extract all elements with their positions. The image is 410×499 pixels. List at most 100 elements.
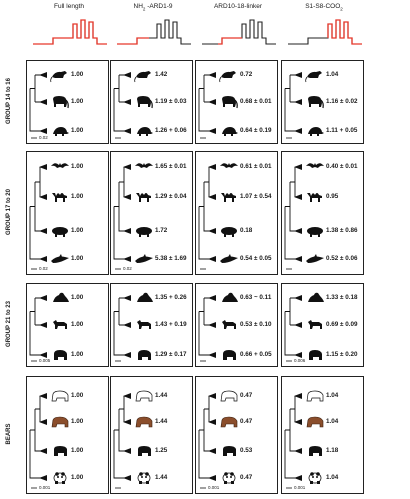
phylogenetic-tree — [198, 163, 238, 270]
tree-branches — [198, 166, 216, 260]
clade-triangle — [39, 295, 47, 301]
expression-value: 1.00 — [71, 447, 84, 454]
clade-triangle — [123, 194, 131, 200]
panda-icon — [137, 472, 151, 484]
clade-triangle — [123, 128, 131, 134]
tree-branches — [284, 166, 302, 260]
armadillo-icon — [308, 127, 324, 136]
bat-icon — [135, 163, 153, 168]
seal-icon — [53, 292, 69, 302]
polar-bear-icon — [306, 390, 324, 402]
bat-icon — [306, 163, 324, 168]
expression-value: 1.44 — [155, 418, 168, 425]
brown-bear-icon — [220, 416, 238, 428]
clade-triangle — [208, 228, 216, 234]
expression-value: 1.00 — [71, 474, 84, 481]
dog-icon — [53, 320, 67, 329]
phylogenetic-tree — [284, 292, 324, 362]
expression-value: 1.00 — [71, 71, 84, 78]
expression-value: 1.19 ± 0.03 — [155, 98, 187, 105]
column-header-text: S1-S8-COO — [305, 3, 341, 10]
pig-icon — [307, 227, 323, 237]
tree-branches — [198, 395, 216, 479]
expression-value: 0.72 — [240, 71, 253, 78]
column-header-subscript: 2 — [142, 6, 146, 12]
clade-triangle — [294, 475, 302, 481]
tree-panel: 1.42 1.19 ± 0.03 1.26 + 0.06 — [110, 60, 193, 144]
tree-branches — [113, 395, 131, 479]
camel-icon — [221, 193, 236, 202]
expression-value: 0.47 — [240, 474, 253, 481]
tree-panel: 1.04 1.16 ± 0.02 1.11 + 0.05 — [281, 60, 364, 144]
pig-icon — [52, 227, 68, 237]
domain-line — [202, 19, 276, 45]
dolphin-icon — [306, 254, 324, 263]
tree-panel: 1.00 1.00 1.00 1.00 0.02 — [26, 151, 109, 275]
clade-triangle — [208, 128, 216, 134]
expression-value: 1.04 — [326, 392, 339, 399]
scale-label: 0.001 — [39, 485, 51, 490]
tree-panel: 1.04 1.04 1.18 1.04 0.001 — [281, 376, 364, 494]
tree-branches — [29, 395, 47, 479]
clade-triangle — [123, 322, 131, 328]
clade-triangle — [39, 352, 47, 358]
scale-label: 0.02 — [123, 266, 132, 271]
clade-triangle — [208, 322, 216, 328]
expression-value: 1.00 — [71, 351, 84, 358]
domain-line — [117, 19, 191, 45]
bat-icon — [220, 163, 238, 168]
scale-label: 0.005 — [39, 358, 51, 363]
phylogenetic-tree — [198, 292, 238, 362]
bear-icon — [138, 350, 151, 360]
expression-value: 1.00 — [71, 255, 84, 262]
dog-icon — [137, 320, 151, 329]
clade-triangle — [39, 72, 47, 78]
domain-line — [33, 19, 107, 45]
seal-icon — [222, 292, 238, 302]
tree-panel: 0.72 0.68 ± 0.01 0.64 ± 0.19 — [195, 60, 278, 144]
bat-icon — [51, 163, 69, 168]
clade-triangle — [294, 194, 302, 200]
clade-triangle — [123, 393, 131, 399]
clade-triangle — [39, 128, 47, 134]
clade-triangle — [294, 228, 302, 234]
bear-icon — [54, 350, 67, 360]
column-header-subscript: 2 — [340, 6, 343, 12]
expression-value: 0.68 ± 0.01 — [240, 98, 272, 105]
elephant-icon — [137, 96, 153, 109]
clade-triangle — [123, 256, 131, 262]
clade-triangle — [294, 72, 302, 78]
seal-icon — [137, 292, 153, 302]
phylogenetic-tree — [113, 71, 153, 139]
clade-triangle — [39, 164, 47, 170]
dolphin-icon — [135, 254, 153, 263]
expression-value: 1.35 + 0.26 — [155, 294, 187, 301]
dog-icon — [222, 320, 236, 329]
scale-label: 0.001 — [294, 485, 306, 490]
expression-value: 0.18 — [240, 227, 253, 234]
possum-icon — [50, 71, 67, 83]
clade-triangle — [294, 128, 302, 134]
panda-icon — [308, 472, 322, 484]
expression-value: 1.43 + 0.19 — [155, 321, 187, 328]
polar-bear-icon — [51, 390, 69, 402]
phylogenetic-tree — [284, 71, 324, 139]
phylogenetic-tree — [198, 71, 238, 139]
expression-value: 0.64 ± 0.19 — [240, 127, 272, 134]
clade-triangle — [123, 419, 131, 425]
expression-value: 0.47 — [240, 418, 253, 425]
clade-triangle — [39, 475, 47, 481]
expression-value: 0.69 ± 0.09 — [326, 321, 358, 328]
possum-icon — [219, 71, 236, 83]
phylogenetic-tree — [113, 390, 153, 489]
elephant-icon — [53, 96, 69, 109]
brown-bear-icon — [135, 416, 153, 428]
clade-triangle — [123, 72, 131, 78]
clade-triangle — [294, 164, 302, 170]
dolphin-icon — [220, 254, 238, 263]
camel-icon — [307, 193, 322, 202]
tree-panel: 0.47 0.47 0.53 0.47 0.001 — [195, 376, 278, 494]
expression-value: 1.44 — [155, 392, 168, 399]
tree-panel: 1.00 1.00 1.00 1.00 0.001 — [26, 376, 109, 494]
phylogenetic-tree — [198, 390, 238, 489]
